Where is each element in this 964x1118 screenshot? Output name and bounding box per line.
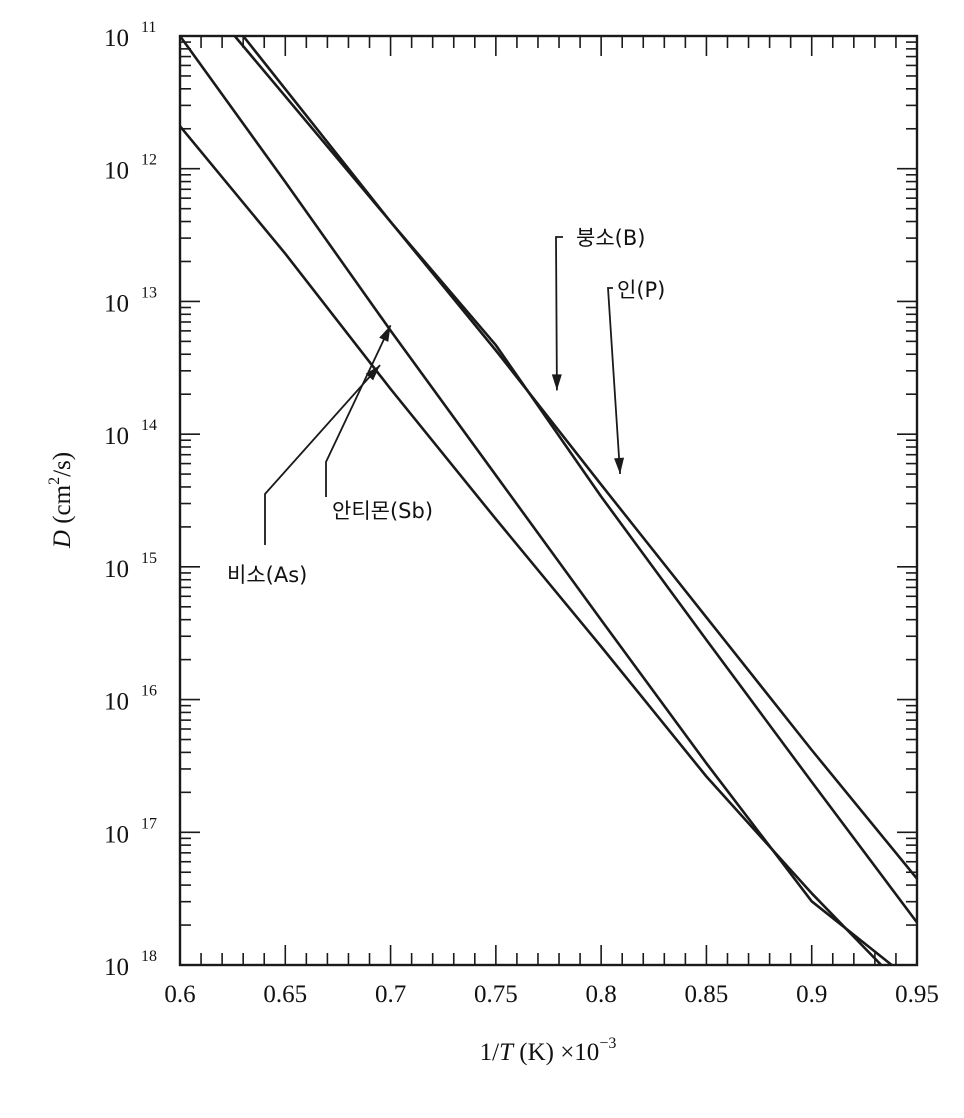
series-label: 안티몬(Sb) xyxy=(332,499,433,523)
annotation-leader-line xyxy=(555,236,563,391)
y-tick-label: 10 16 xyxy=(104,683,157,716)
annotation-leader-line xyxy=(264,364,381,545)
plot-frame-layer xyxy=(178,34,919,967)
series-line xyxy=(178,125,883,966)
y-tick-label: 10 17 xyxy=(104,815,157,848)
x-tick-label: 0.7 xyxy=(375,981,406,1008)
x-tick-label: 0.6 xyxy=(164,981,195,1008)
annotation-arrowhead xyxy=(365,365,381,381)
plot-frame xyxy=(178,34,919,967)
annotation-layer: 붕소(B) 인(P) 안티몬(Sb) 비소(As) xyxy=(227,226,665,587)
annotation-leader-line xyxy=(325,324,392,497)
x-tick-label: 0.9 xyxy=(796,981,827,1008)
y-tick-label: 10 14 xyxy=(104,417,157,450)
y-tick-label: 10 12 xyxy=(104,152,157,185)
y-axis-title: D (cm2/s) xyxy=(46,452,76,549)
series-line xyxy=(242,35,919,924)
x-tick-label: 0.85 xyxy=(685,981,729,1008)
annotation-arrowhead xyxy=(614,457,625,474)
annotation-leader-line xyxy=(607,287,621,475)
annotation-arrowhead xyxy=(551,374,562,391)
series-label: 인(P) xyxy=(617,278,665,302)
y-tick-label: 10 18 xyxy=(104,948,157,981)
series-label: 붕소(B) xyxy=(576,226,645,250)
tick-marks-layer xyxy=(179,35,918,966)
y-tick-label: 10 13 xyxy=(104,284,157,317)
series-line xyxy=(233,35,919,880)
annotation-arrowhead xyxy=(379,325,391,342)
x-axis-title: 1/T (K) ×10−3 xyxy=(480,1035,617,1066)
series-line xyxy=(178,35,893,967)
x-tick-label: 0.75 xyxy=(474,981,518,1008)
x-tick-label: 0.8 xyxy=(586,981,617,1008)
x-tick-label: 0.65 xyxy=(263,981,307,1008)
series-label: 비소(As) xyxy=(227,563,307,587)
series-layer xyxy=(178,35,919,967)
x-tick-label: 0.95 xyxy=(895,981,939,1008)
y-tick-label: 10 11 xyxy=(104,19,156,52)
y-tick-label: 10 15 xyxy=(104,550,157,583)
